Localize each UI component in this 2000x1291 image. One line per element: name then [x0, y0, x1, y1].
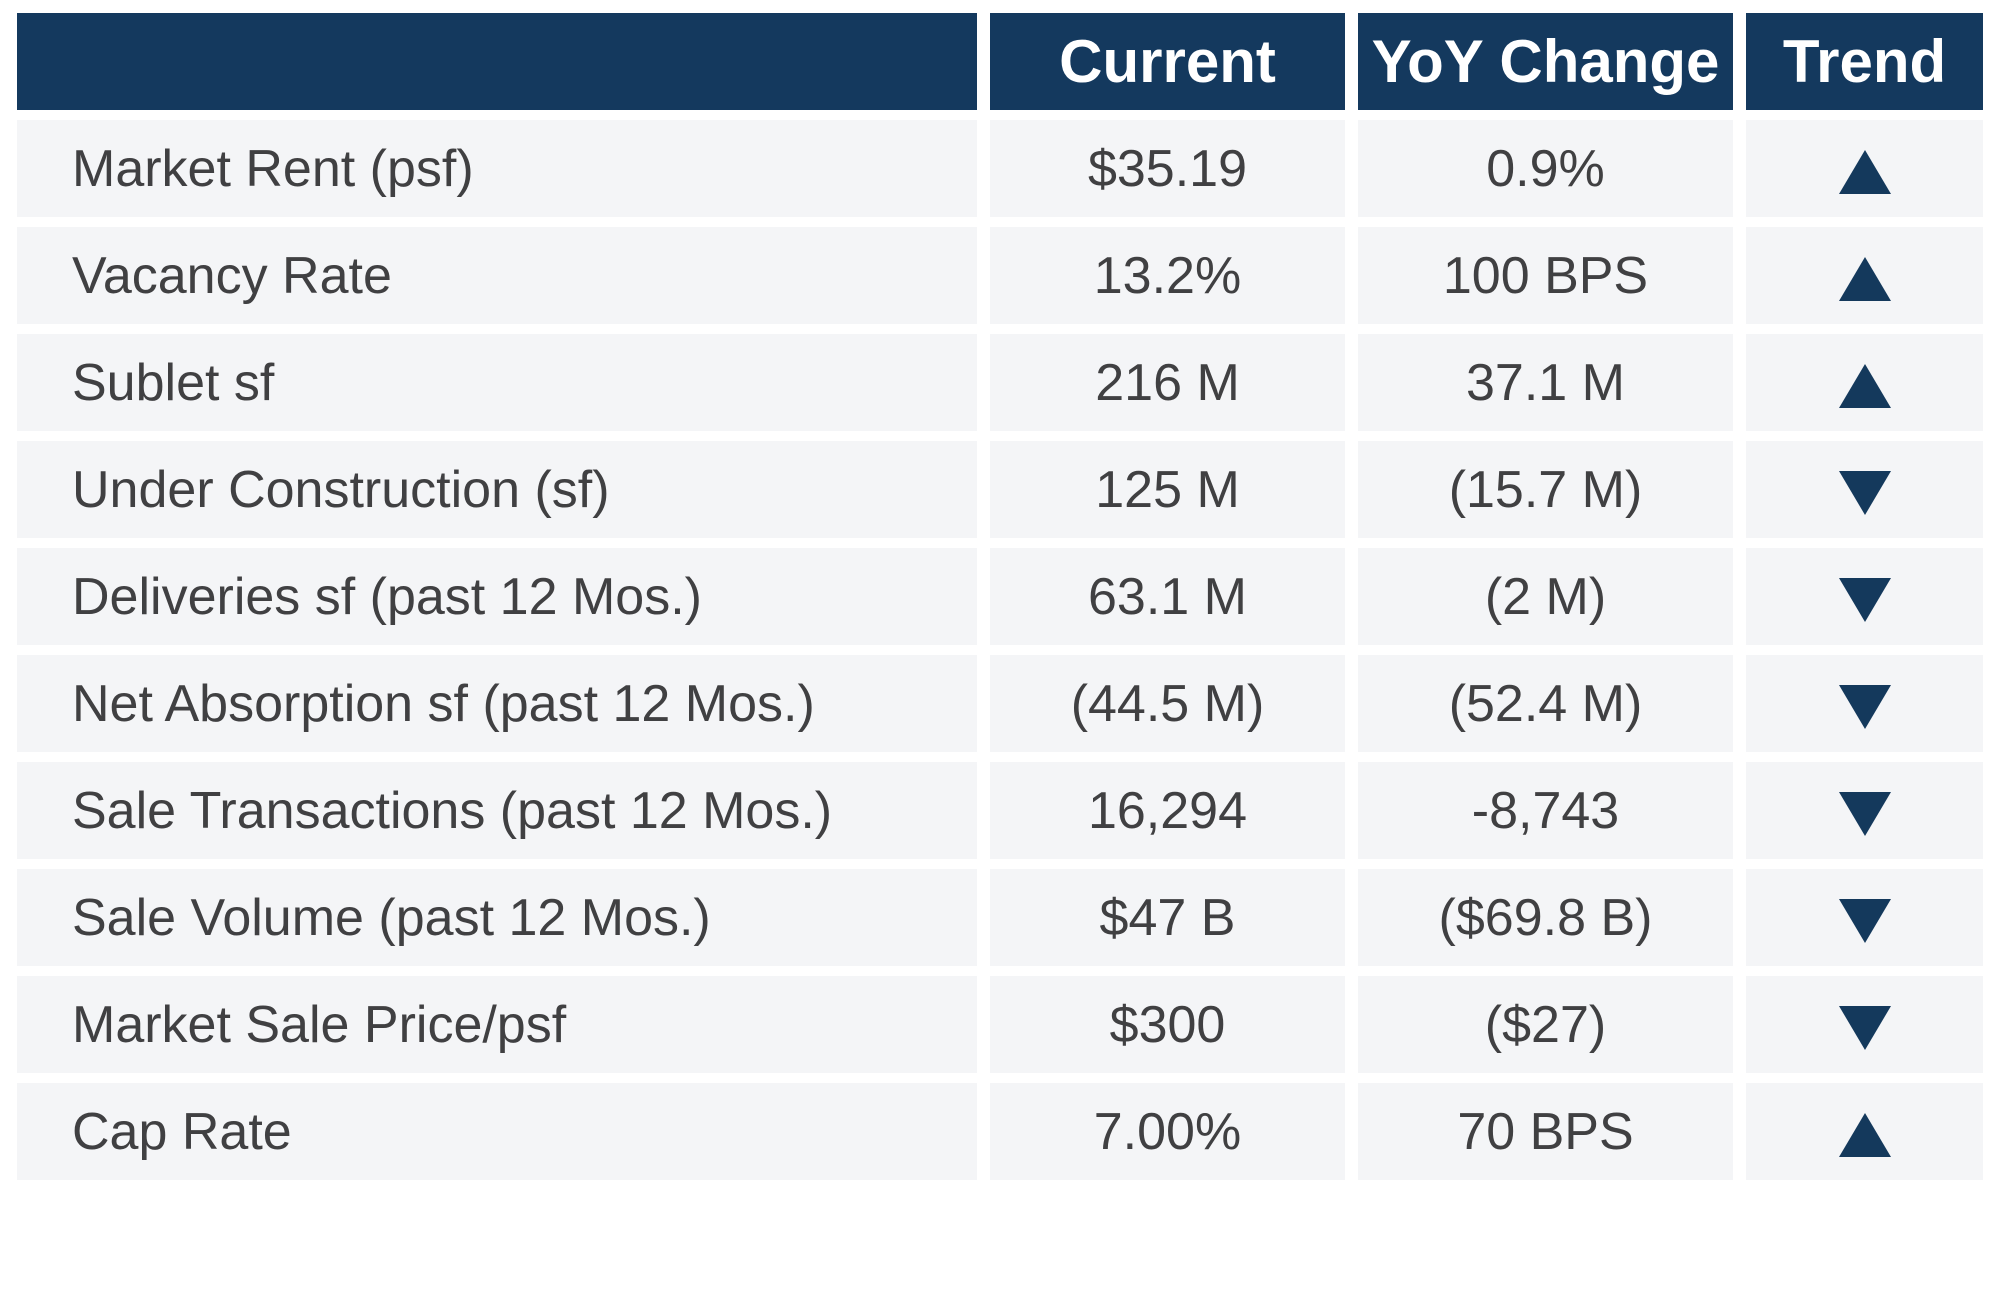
table-row: Sale Volume (past 12 Mos.) $47 B ($69.8 … — [17, 869, 1983, 966]
yoy-change-cell: ($27) — [1358, 976, 1733, 1073]
metric-label: Deliveries sf (past 12 Mos.) — [72, 567, 702, 626]
current-value: $47 B — [1099, 888, 1236, 947]
yoy-value: ($27) — [1484, 995, 1607, 1054]
current-value-cell: 7.00% — [990, 1083, 1345, 1180]
yoy-change-cell: ($69.8 B) — [1358, 869, 1733, 966]
yoy-change-cell: 0.9% — [1358, 120, 1733, 217]
trend-cell — [1746, 227, 1983, 324]
metric-label-cell: Net Absorption sf (past 12 Mos.) — [17, 655, 977, 752]
current-value-cell: (44.5 M) — [990, 655, 1345, 752]
current-value-cell: 63.1 M — [990, 548, 1345, 645]
yoy-value: 37.1 M — [1466, 353, 1625, 412]
table-row: Vacancy Rate 13.2% 100 BPS — [17, 227, 1983, 324]
yoy-change-cell: 100 BPS — [1358, 227, 1733, 324]
trend-up-icon — [1838, 1112, 1891, 1157]
column-header-metric — [17, 13, 977, 110]
current-value-cell: $300 — [990, 976, 1345, 1073]
yoy-value: -8,743 — [1471, 781, 1620, 840]
current-value: 125 M — [1095, 460, 1240, 519]
metric-label-cell: Under Construction (sf) — [17, 441, 977, 538]
yoy-change-cell: 70 BPS — [1358, 1083, 1733, 1180]
header-row: Current YoY Change Trend — [17, 13, 1983, 110]
metric-label-cell: Deliveries sf (past 12 Mos.) — [17, 548, 977, 645]
trend-down-icon — [1838, 791, 1891, 836]
yoy-value: ($69.8 B) — [1438, 888, 1653, 947]
current-value: 216 M — [1095, 353, 1240, 412]
yoy-value: 70 BPS — [1457, 1102, 1634, 1161]
yoy-change-cell: (52.4 M) — [1358, 655, 1733, 752]
table-row: Sublet sf 216 M 37.1 M — [17, 334, 1983, 431]
yoy-value: 100 BPS — [1442, 246, 1649, 305]
metric-label-cell: Market Sale Price/psf — [17, 976, 977, 1073]
table-row: Deliveries sf (past 12 Mos.) 63.1 M (2 M… — [17, 548, 1983, 645]
metric-label: Market Rent (psf) — [72, 139, 474, 198]
trend-up-icon — [1838, 149, 1891, 194]
trend-down-icon — [1838, 898, 1891, 943]
trend-down-icon — [1838, 470, 1891, 515]
column-header-current: Current — [990, 13, 1345, 110]
current-value: 13.2% — [1093, 246, 1242, 305]
current-value-cell: 216 M — [990, 334, 1345, 431]
trend-cell — [1746, 655, 1983, 752]
trend-up-icon — [1838, 256, 1891, 301]
trend-cell — [1746, 120, 1983, 217]
metric-label-cell: Sale Transactions (past 12 Mos.) — [17, 762, 977, 859]
table-row: Under Construction (sf) 125 M (15.7 M) — [17, 441, 1983, 538]
trend-cell — [1746, 441, 1983, 538]
trend-up-icon — [1838, 363, 1891, 408]
table-row: Net Absorption sf (past 12 Mos.) (44.5 M… — [17, 655, 1983, 752]
current-value-cell: 125 M — [990, 441, 1345, 538]
current-value: 63.1 M — [1088, 567, 1247, 626]
current-value-cell: $47 B — [990, 869, 1345, 966]
yoy-change-cell: (2 M) — [1358, 548, 1733, 645]
yoy-change-cell: (15.7 M) — [1358, 441, 1733, 538]
current-value: $300 — [1109, 995, 1226, 1054]
yoy-value: (2 M) — [1484, 567, 1607, 626]
table-row: Market Sale Price/psf $300 ($27) — [17, 976, 1983, 1073]
trend-down-icon — [1838, 684, 1891, 729]
current-value: 7.00% — [1093, 1102, 1242, 1161]
trend-cell — [1746, 869, 1983, 966]
column-header-yoy-change: YoY Change — [1358, 13, 1733, 110]
metric-label-cell: Sale Volume (past 12 Mos.) — [17, 869, 977, 966]
metric-label: Sale Volume (past 12 Mos.) — [72, 888, 711, 947]
current-value: (44.5 M) — [1070, 674, 1265, 733]
yoy-change-cell: 37.1 M — [1358, 334, 1733, 431]
metric-label: Cap Rate — [72, 1102, 292, 1161]
metric-label: Under Construction (sf) — [72, 460, 610, 519]
trend-cell — [1746, 1083, 1983, 1180]
trend-cell — [1746, 762, 1983, 859]
trend-cell — [1746, 334, 1983, 431]
metric-label-cell: Vacancy Rate — [17, 227, 977, 324]
metric-label-cell: Cap Rate — [17, 1083, 977, 1180]
market-stats-table: Current YoY Change Trend Market Rent (ps… — [4, 3, 1996, 1190]
yoy-value: 0.9% — [1486, 139, 1605, 198]
yoy-value: (52.4 M) — [1448, 674, 1643, 733]
trend-cell — [1746, 976, 1983, 1073]
yoy-change-cell: -8,743 — [1358, 762, 1733, 859]
yoy-value: (15.7 M) — [1448, 460, 1643, 519]
metric-label-cell: Sublet sf — [17, 334, 977, 431]
current-value-cell: 16,294 — [990, 762, 1345, 859]
metric-label: Sublet sf — [72, 353, 275, 412]
current-value-cell: $35.19 — [990, 120, 1345, 217]
metric-label: Sale Transactions (past 12 Mos.) — [72, 781, 833, 840]
column-header-trend: Trend — [1746, 13, 1983, 110]
metric-label: Vacancy Rate — [72, 246, 392, 305]
trend-cell — [1746, 548, 1983, 645]
table-row: Sale Transactions (past 12 Mos.) 16,294 … — [17, 762, 1983, 859]
table-row: Market Rent (psf) $35.19 0.9% — [17, 120, 1983, 217]
trend-down-icon — [1838, 577, 1891, 622]
metric-label: Net Absorption sf (past 12 Mos.) — [72, 674, 815, 733]
current-value-cell: 13.2% — [990, 227, 1345, 324]
table-row: Cap Rate 7.00% 70 BPS — [17, 1083, 1983, 1180]
table-body: Market Rent (psf) $35.19 0.9% Vacancy Ra… — [17, 120, 1983, 1180]
trend-down-icon — [1838, 1005, 1891, 1050]
current-value: 16,294 — [1087, 781, 1248, 840]
metric-label: Market Sale Price/psf — [72, 995, 567, 1054]
current-value: $35.19 — [1087, 139, 1248, 198]
metric-label-cell: Market Rent (psf) — [17, 120, 977, 217]
